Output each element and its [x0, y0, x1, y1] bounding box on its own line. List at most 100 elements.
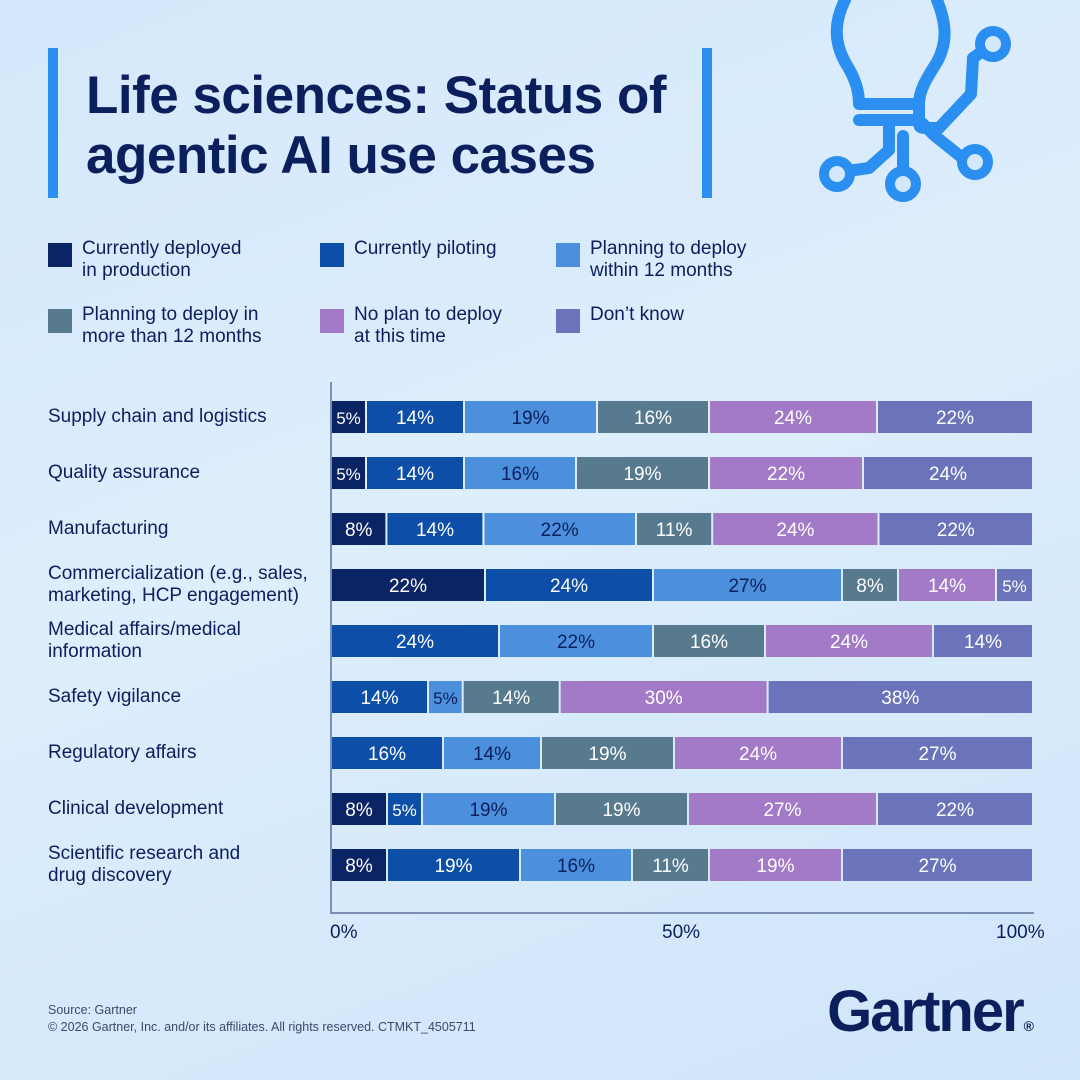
legend-label: Currently piloting — [354, 238, 497, 259]
lightbulb-circuit-icon — [819, 0, 1011, 202]
bar-segment — [484, 513, 635, 545]
bar-value-label: 16% — [690, 632, 728, 653]
legend-item: Planning to deploy in more than 12 month… — [48, 304, 262, 348]
bar-segment — [577, 457, 708, 489]
bar-value-label: 22% — [767, 464, 805, 485]
bar-segment — [766, 625, 932, 657]
bar-value-label: 8% — [345, 520, 373, 541]
bar-value-label: 27% — [918, 856, 956, 877]
bar-segment — [367, 457, 463, 489]
bar-segment — [521, 849, 631, 881]
bar-segment — [332, 401, 365, 433]
bar-value-label: 14% — [396, 408, 434, 429]
bar-segment — [444, 737, 540, 769]
bar-segment — [332, 625, 498, 657]
x-tick-label: 0% — [330, 922, 358, 943]
bar-value-label: 24% — [830, 632, 868, 653]
bar-segment — [332, 793, 386, 825]
bar-value-label: 19% — [511, 408, 549, 429]
legend-label: Currently deployed in production — [82, 238, 242, 281]
bar-value-label: 11% — [656, 520, 693, 541]
bar-segment — [710, 849, 841, 881]
chart-title: Life sciences: Status of agentic AI use … — [86, 66, 667, 185]
bar-value-label: 27% — [918, 744, 956, 765]
bar-segment — [689, 793, 876, 825]
bar-segment — [465, 457, 575, 489]
bar-value-label: 24% — [929, 464, 967, 485]
bar-segment — [878, 793, 1032, 825]
bar-segment — [843, 737, 1032, 769]
category-label: Clinical development — [48, 798, 224, 819]
bar-segment — [864, 457, 1032, 489]
bar-value-label: 14% — [492, 688, 530, 709]
bar-segment — [332, 681, 427, 713]
x-tick-label: 100% — [996, 922, 1045, 943]
bar-value-label: 19% — [623, 464, 661, 485]
bar-segment — [423, 793, 554, 825]
category-label: Safety vigilance — [48, 686, 182, 707]
bar-value-label: 27% — [763, 800, 801, 821]
legend-swatch — [48, 243, 72, 267]
legend-item: Planning to deploy within 12 months — [556, 238, 746, 282]
bar-value-label: 19% — [756, 856, 794, 877]
legend-item: Currently piloting — [320, 238, 497, 267]
legend-label: Don’t know — [590, 304, 684, 325]
bar-segment — [463, 681, 559, 713]
bar-segment — [710, 457, 862, 489]
bar-segment — [387, 513, 483, 545]
bar-value-label: 19% — [469, 800, 507, 821]
bar-value-label: 22% — [936, 408, 974, 429]
legend-label: No plan to deploy at this time — [354, 304, 502, 347]
category-label: Quality assurance — [48, 462, 201, 483]
bar-value-label: 19% — [602, 800, 640, 821]
bar-segment — [486, 569, 652, 601]
bar-value-label: 24% — [739, 744, 777, 765]
bar-segment — [598, 401, 708, 433]
bar-value-label: 14% — [396, 464, 434, 485]
bar-value-label: 22% — [541, 520, 579, 541]
bar-segment — [713, 513, 878, 545]
source-note: Source: Gartner — [48, 1003, 137, 1017]
bar-value-label: 22% — [937, 520, 975, 541]
bar-value-label: 24% — [396, 632, 434, 653]
legend-item: No plan to deploy at this time — [320, 304, 502, 348]
category-label: Regulatory affairs — [48, 742, 197, 763]
category-label: Medical affairs/medical information — [48, 619, 241, 662]
bar-segment — [878, 401, 1032, 433]
bar-segment — [542, 737, 673, 769]
legend-label: Planning to deploy in more than 12 month… — [82, 304, 262, 347]
category-label: Supply chain and logistics — [48, 406, 267, 427]
bar-segment — [899, 569, 995, 601]
title-accent-bar-left — [48, 48, 58, 198]
legend-swatch — [556, 243, 580, 267]
bar-segment — [843, 569, 897, 601]
bar-value-label: 22% — [389, 576, 427, 597]
y-axis-line — [330, 382, 332, 914]
bar-segment — [388, 849, 519, 881]
bar-value-label: 5% — [336, 409, 361, 428]
bar-segment — [710, 401, 876, 433]
bar-value-label: 5% — [336, 465, 361, 484]
legend-swatch — [320, 309, 344, 333]
bar-segment — [332, 457, 365, 489]
bar-segment — [997, 569, 1032, 601]
bar-value-label: 14% — [928, 576, 966, 597]
bar-value-label: 22% — [557, 632, 595, 653]
bar-value-label: 16% — [368, 744, 406, 765]
bar-value-label: 14% — [473, 744, 511, 765]
bar-value-label: 5% — [392, 801, 417, 820]
bar-value-label: 14% — [964, 632, 1002, 653]
bar-segment — [332, 569, 484, 601]
bar-value-label: 16% — [634, 408, 672, 429]
bar-segment — [429, 681, 462, 713]
legend-item: Currently deployed in production — [48, 238, 241, 282]
bar-segment — [843, 849, 1032, 881]
bar-segment — [367, 401, 463, 433]
bar-segment — [500, 625, 652, 657]
bar-value-label: 5% — [1002, 577, 1027, 596]
bar-value-label: 19% — [588, 744, 626, 765]
bar-segment — [332, 849, 386, 881]
bar-segment — [332, 737, 442, 769]
